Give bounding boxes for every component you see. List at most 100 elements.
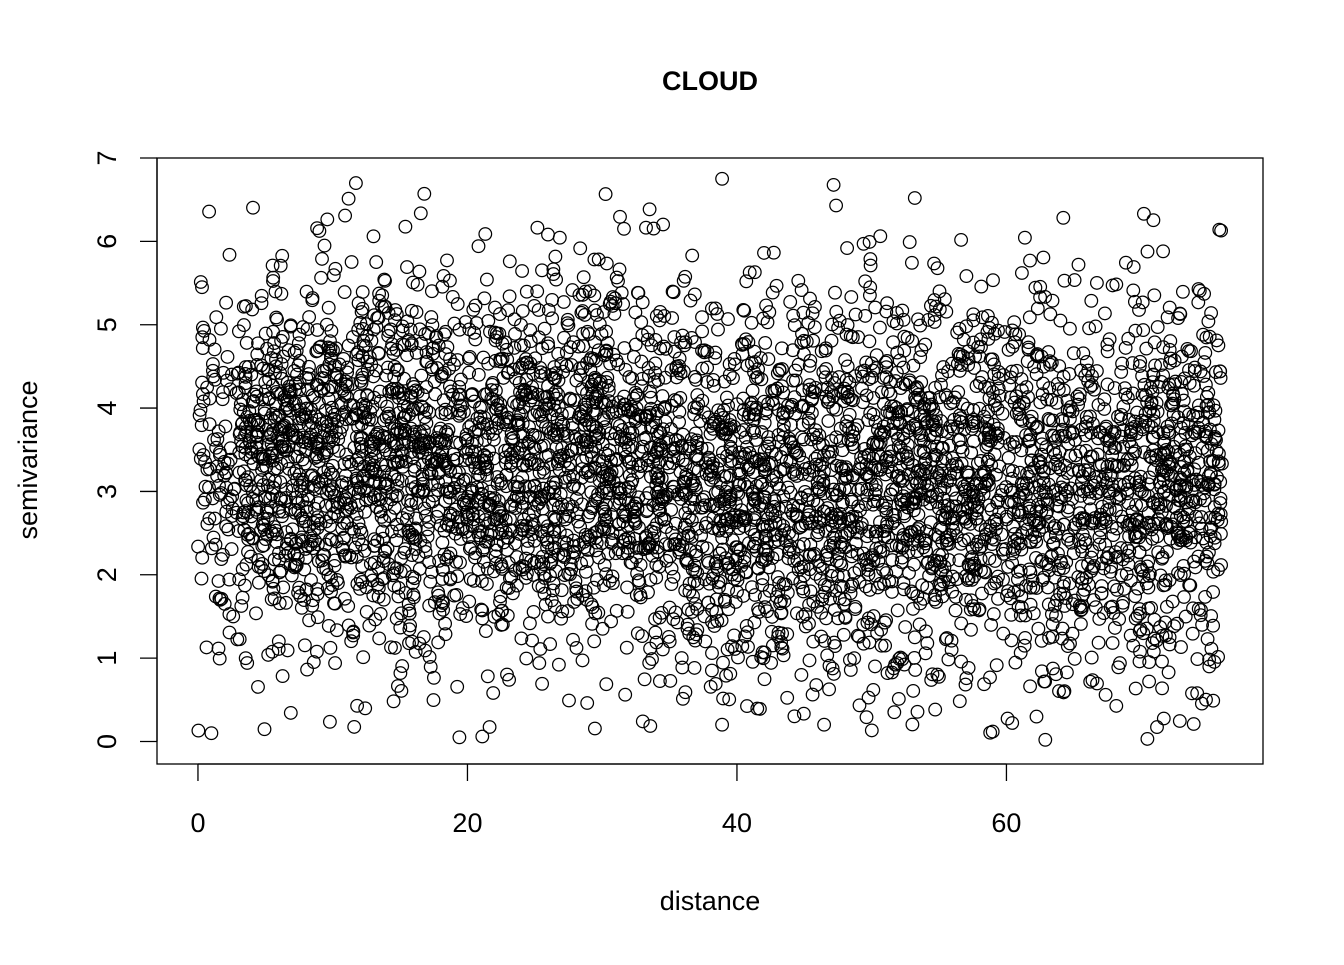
data-point bbox=[588, 370, 602, 385]
data-point bbox=[581, 394, 596, 409]
data-point bbox=[1096, 561, 1111, 576]
data-point bbox=[359, 604, 374, 619]
data-point bbox=[974, 453, 988, 468]
data-point bbox=[601, 378, 616, 393]
data-point bbox=[274, 357, 289, 371]
data-point bbox=[587, 252, 602, 267]
data-point bbox=[912, 520, 927, 535]
data-point bbox=[860, 482, 875, 497]
data-point bbox=[776, 489, 791, 504]
data-point bbox=[352, 389, 367, 404]
data-point bbox=[879, 501, 894, 516]
data-point bbox=[1162, 637, 1177, 652]
data-point bbox=[566, 544, 581, 559]
data-point bbox=[274, 333, 289, 348]
data-point bbox=[276, 580, 291, 595]
data-point bbox=[893, 415, 908, 430]
data-point bbox=[628, 305, 643, 320]
data-point bbox=[279, 541, 294, 556]
data-point bbox=[498, 525, 513, 540]
data-point bbox=[985, 537, 1000, 552]
data-point bbox=[1080, 454, 1095, 469]
data-point bbox=[809, 457, 824, 472]
data-point bbox=[875, 498, 890, 513]
data-point bbox=[740, 625, 755, 640]
data-point bbox=[1131, 581, 1145, 596]
data-point bbox=[1150, 320, 1165, 335]
data-point bbox=[824, 333, 839, 348]
data-point bbox=[861, 413, 876, 428]
data-point bbox=[1083, 379, 1098, 394]
data-point bbox=[621, 480, 636, 495]
data-point bbox=[429, 329, 444, 344]
data-point bbox=[834, 529, 849, 544]
data-point bbox=[315, 251, 329, 266]
data-point bbox=[768, 508, 783, 523]
data-point bbox=[367, 532, 382, 547]
data-point bbox=[275, 509, 289, 524]
data-point bbox=[932, 284, 947, 299]
data-point bbox=[1005, 435, 1020, 449]
data-point bbox=[386, 694, 401, 709]
data-point bbox=[723, 418, 738, 433]
data-point bbox=[803, 547, 818, 562]
data-point bbox=[222, 625, 237, 640]
data-point bbox=[902, 235, 917, 250]
data-point bbox=[891, 691, 906, 706]
data-point bbox=[886, 416, 901, 430]
data-point bbox=[732, 455, 747, 470]
data-point bbox=[299, 504, 314, 519]
data-point bbox=[757, 415, 772, 430]
data-point bbox=[850, 525, 865, 540]
data-point bbox=[564, 358, 579, 373]
data-point bbox=[1003, 482, 1018, 497]
data-point bbox=[679, 553, 694, 568]
data-point bbox=[725, 562, 740, 577]
data-point bbox=[973, 332, 988, 347]
data-point bbox=[429, 431, 444, 446]
data-point bbox=[1198, 345, 1213, 360]
data-point bbox=[894, 493, 909, 508]
data-point bbox=[635, 714, 650, 729]
data-point bbox=[887, 705, 902, 720]
data-point bbox=[716, 421, 731, 436]
data-point bbox=[785, 397, 800, 412]
data-point bbox=[431, 504, 446, 518]
data-point bbox=[256, 538, 271, 553]
data-point bbox=[734, 337, 749, 351]
data-point bbox=[230, 632, 245, 647]
data-point bbox=[657, 309, 672, 323]
data-point bbox=[389, 489, 404, 504]
data-point bbox=[264, 436, 279, 451]
data-point bbox=[1049, 608, 1063, 623]
data-point bbox=[419, 403, 434, 418]
data-point bbox=[987, 576, 1002, 591]
data-point bbox=[900, 403, 915, 418]
data-point bbox=[249, 606, 263, 621]
data-point bbox=[625, 371, 640, 386]
data-point bbox=[687, 660, 702, 675]
data-point bbox=[838, 471, 853, 486]
data-point bbox=[447, 481, 462, 496]
data-point bbox=[769, 278, 784, 293]
data-point bbox=[780, 585, 795, 600]
data-point bbox=[806, 333, 821, 348]
data-point bbox=[863, 252, 878, 267]
data-point bbox=[822, 682, 837, 697]
data-point bbox=[725, 533, 740, 548]
data-point bbox=[1014, 372, 1029, 386]
data-point bbox=[931, 501, 946, 516]
data-point bbox=[1006, 505, 1021, 520]
data-point bbox=[1042, 413, 1057, 428]
data-point bbox=[768, 384, 783, 398]
data-point bbox=[1101, 484, 1116, 499]
data-point bbox=[305, 598, 320, 613]
data-point bbox=[613, 209, 627, 224]
data-point bbox=[356, 650, 371, 665]
data-point bbox=[900, 456, 915, 471]
data-point bbox=[791, 273, 806, 288]
data-point bbox=[855, 381, 869, 396]
data-point bbox=[1084, 650, 1099, 665]
data-point bbox=[1178, 609, 1193, 624]
